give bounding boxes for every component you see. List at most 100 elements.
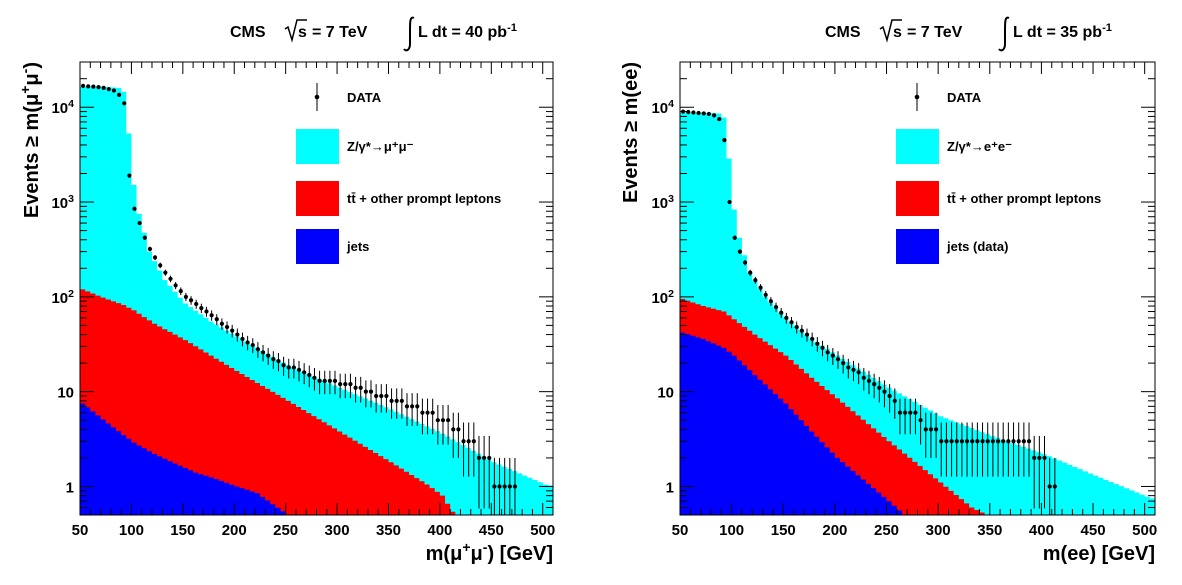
y-tick-label: 103	[51, 193, 74, 212]
data-point	[296, 367, 302, 372]
data-point	[686, 109, 691, 115]
sqrt-symbol	[284, 19, 307, 43]
data-point	[794, 324, 799, 330]
data-point	[91, 84, 96, 89]
data-point	[487, 455, 492, 461]
data-point	[1042, 455, 1047, 461]
x-tick-label: 100	[119, 522, 144, 539]
x-tick-label: 150	[170, 522, 195, 539]
x-axis: 50 100 150 200 250 300 350 400 450 500	[72, 62, 555, 539]
data-point	[985, 439, 990, 444]
data-point	[1052, 484, 1057, 489]
data-point	[841, 361, 846, 366]
x-tick-label: 450	[479, 522, 504, 539]
data-point	[492, 484, 497, 489]
data-point	[348, 382, 353, 387]
data-point	[250, 342, 255, 348]
data-point	[168, 276, 173, 281]
data-point	[959, 439, 965, 444]
data-point	[173, 283, 178, 288]
chart-panel-1: 50 100 150 200 250 300 350 400 450 500 1 10 102 103 10…	[17, 16, 555, 565]
data-point	[995, 439, 1001, 444]
title-energy-value: = 7 TeV	[907, 24, 963, 41]
legend-swatch	[296, 129, 339, 164]
plot-area	[80, 83, 553, 515]
y-tick-label: 1	[66, 479, 74, 496]
data-point	[892, 398, 897, 403]
legend-entry-label: jets (data)	[946, 239, 1008, 254]
data-point	[810, 336, 815, 342]
x-tick-label: 350	[977, 522, 1002, 539]
data-point	[188, 298, 194, 303]
data-point	[152, 255, 158, 260]
title-energy-variable: s	[298, 24, 307, 41]
data-point	[1006, 439, 1011, 444]
data-point	[271, 357, 276, 362]
legend-entry-label: jets	[346, 239, 369, 254]
x-tick-label: 250	[874, 522, 899, 539]
title-luminosity: L dt = 35 pb-1	[1013, 22, 1112, 41]
y-tick-label: 102	[651, 288, 674, 307]
data-point	[338, 382, 343, 387]
data-point	[482, 455, 487, 461]
y-axis-label-group: Events ≥ m(ee)	[620, 62, 642, 203]
data-point	[1032, 455, 1037, 461]
data-point	[1016, 439, 1021, 444]
data-point	[753, 278, 758, 283]
data-point	[291, 365, 296, 370]
data-point	[913, 410, 918, 415]
data-point	[933, 427, 939, 432]
data-point	[758, 285, 763, 290]
data-point	[363, 389, 368, 394]
y-tick-label: 10	[657, 385, 674, 402]
data-point	[1001, 439, 1006, 444]
data-point	[374, 393, 379, 399]
integral-symbol	[998, 16, 1010, 52]
data-point	[312, 375, 317, 380]
data-point	[343, 382, 348, 387]
data-point	[830, 353, 835, 358]
data-point	[990, 439, 995, 444]
data-point	[768, 299, 773, 304]
data-point	[737, 249, 742, 254]
data-point	[779, 310, 784, 315]
data-point	[717, 116, 722, 122]
data-point	[742, 260, 748, 265]
data-point	[183, 294, 189, 299]
plot-area	[680, 109, 1155, 515]
data-point	[1047, 484, 1052, 489]
x-tick-label: 50	[72, 522, 89, 539]
data-point	[872, 382, 877, 387]
data-point	[353, 385, 358, 390]
x-axis: 50 100 150 200 250 300 350 400 450 500	[672, 62, 1157, 539]
title-experiment: CMS	[825, 24, 861, 41]
x-tick-label: 300	[926, 522, 951, 539]
data-point	[903, 410, 908, 415]
data-point	[877, 385, 882, 390]
data-point	[970, 439, 975, 444]
data-point	[358, 385, 363, 390]
legend-data-marker	[314, 94, 320, 100]
y-axis-label: Events ≥ m(ee)	[620, 62, 642, 203]
data-point	[332, 378, 338, 383]
data-point	[815, 341, 820, 346]
data-point	[939, 439, 944, 444]
x-tick-label: 400	[1029, 522, 1054, 539]
data-point	[975, 439, 980, 444]
data-point	[446, 418, 451, 423]
data-point	[415, 404, 420, 409]
y-tick-label: 104	[651, 98, 674, 117]
chart-title: CMS s = 7 TeV L dt = 35 pb-1	[825, 16, 1112, 52]
y-tick-label: 103	[651, 193, 674, 212]
data-point	[846, 365, 851, 370]
data-point	[245, 340, 250, 345]
data-point	[122, 101, 127, 106]
data-point	[86, 84, 91, 89]
x-tick-label: 200	[822, 522, 847, 539]
data-point	[835, 357, 841, 362]
legend-swatch	[896, 229, 939, 264]
data-point	[908, 410, 913, 415]
title-energy-value: = 7 TeV	[312, 24, 368, 41]
data-point	[132, 206, 137, 211]
